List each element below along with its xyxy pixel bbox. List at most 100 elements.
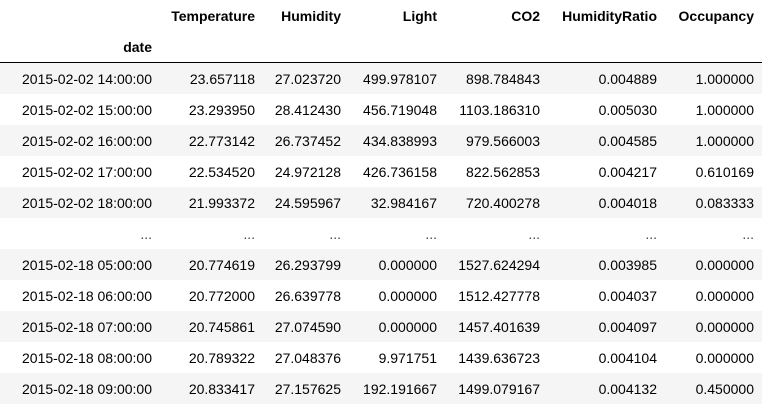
table-cell: 1499.079167 <box>445 373 548 404</box>
table-cell: 20.833417 <box>160 373 263 404</box>
table-cell: 0.004104 <box>548 342 665 373</box>
table-cell: 24.595967 <box>263 187 349 218</box>
table-cell: 0.004217 <box>548 156 665 187</box>
table-cell: 0.000000 <box>665 342 762 373</box>
table-cell: 0.004037 <box>548 280 665 311</box>
table-cell: 1.000000 <box>665 94 762 125</box>
table-cell: 456.719048 <box>349 94 445 125</box>
column-header: Humidity <box>281 7 341 24</box>
table-cell: 499.978107 <box>349 62 445 94</box>
table-cell: 0.083333 <box>665 187 762 218</box>
table-cell: 0.004132 <box>548 373 665 404</box>
column-header: Occupancy <box>678 7 754 24</box>
table-cell: 20.789322 <box>160 342 263 373</box>
table-cell: 23.657118 <box>160 62 263 94</box>
table-row: 2015-02-02 16:00:00 22.773142 26.737452 434… <box>0 125 762 156</box>
table-row: 2015-02-18 07:00:00 20.745861 27.074590 0.0… <box>0 311 762 342</box>
table-row: 2015-02-18 09:00:00 20.833417 27.157625 192… <box>0 373 762 404</box>
table-cell: 26.639778 <box>263 280 349 311</box>
table-cell: ... <box>548 218 665 249</box>
table-cell: 21.993372 <box>160 187 263 218</box>
table-cell: 0.610169 <box>665 156 762 187</box>
row-index: 2015-02-02 17:00:00 <box>0 156 160 187</box>
table-cell: 9.971751 <box>349 342 445 373</box>
header-corner <box>0 0 160 31</box>
column-header-row: Temperature Humidity Light CO2 HumidityR… <box>0 0 762 31</box>
row-index: 2015-02-02 16:00:00 <box>0 125 160 156</box>
table-cell: 27.074590 <box>263 311 349 342</box>
table-cell: 24.972128 <box>263 156 349 187</box>
table-cell: 32.984167 <box>349 187 445 218</box>
row-index: 2015-02-18 05:00:00 <box>0 249 160 280</box>
table-cell: ... <box>665 218 762 249</box>
table-cell: 898.784843 <box>445 62 548 94</box>
table-cell: 23.293950 <box>160 94 263 125</box>
row-index: 2015-02-18 07:00:00 <box>0 311 160 342</box>
table-cell: 426.736158 <box>349 156 445 187</box>
table-cell: 822.562853 <box>445 156 548 187</box>
table-cell: 0.000000 <box>665 249 762 280</box>
table-cell: 0.004585 <box>548 125 665 156</box>
row-index: 2015-02-18 06:00:00 <box>0 280 160 311</box>
table-cell: 0.000000 <box>665 280 762 311</box>
column-header: Temperature <box>171 7 255 24</box>
column-header: Light <box>402 7 437 24</box>
row-index: 2015-02-02 14:00:00 <box>0 62 160 94</box>
table-cell: 20.774619 <box>160 249 263 280</box>
table-cell: 1527.624294 <box>445 249 548 280</box>
column-header: CO2 <box>511 7 540 24</box>
table-cell: 27.023720 <box>263 62 349 94</box>
table-cell: 434.838993 <box>349 125 445 156</box>
table-cell: 1103.186310 <box>445 94 548 125</box>
table-cell: 1512.427778 <box>445 280 548 311</box>
table-cell: 22.773142 <box>160 125 263 156</box>
table-cell: ... <box>445 218 548 249</box>
table-cell: 0.004097 <box>548 311 665 342</box>
table-body: 2015-02-02 14:00:00 23.657118 27.023720 499… <box>0 62 762 404</box>
table-cell: 720.400278 <box>445 187 548 218</box>
table-cell: 1.000000 <box>665 62 762 94</box>
table-cell: 0.000000 <box>349 311 445 342</box>
table-cell: 26.737452 <box>263 125 349 156</box>
table-cell: 22.534520 <box>160 156 263 187</box>
table-row: 2015-02-02 17:00:00 22.534520 24.972128 426… <box>0 156 762 187</box>
table-row: 2015-02-18 08:00:00 20.789322 27.048376 9.9… <box>0 342 762 373</box>
table-cell: 1439.636723 <box>445 342 548 373</box>
table-row: 2015-02-18 06:00:00 20.772000 26.639778 0.0… <box>0 280 762 311</box>
table-cell: 0.000000 <box>349 280 445 311</box>
table-cell: ... <box>160 218 263 249</box>
column-header: HumidityRatio <box>562 7 657 24</box>
table-cell: 0.005030 <box>548 94 665 125</box>
table-row: 2015-02-18 05:00:00 20.774619 26.293799 0.0… <box>0 249 762 280</box>
table-cell: 27.157625 <box>263 373 349 404</box>
table-cell: 20.745861 <box>160 311 263 342</box>
table-cell: 192.191667 <box>349 373 445 404</box>
table-cell: ... <box>263 218 349 249</box>
table-cell: 0.000000 <box>665 311 762 342</box>
table-cell: 28.412430 <box>263 94 349 125</box>
table-cell: 0.003985 <box>548 249 665 280</box>
table-header: Temperature Humidity Light CO2 HumidityR… <box>0 0 762 63</box>
table-row: 2015-02-02 18:00:00 21.993372 24.595967 32.… <box>0 187 762 218</box>
table-cell: 0.004889 <box>548 62 665 94</box>
row-index: 2015-02-02 15:00:00 <box>0 94 160 125</box>
row-index: ... <box>0 218 160 249</box>
table-cell: 0.000000 <box>349 249 445 280</box>
index-name: date <box>123 38 152 55</box>
index-name-row: date <box>0 31 762 63</box>
table-cell: 1.000000 <box>665 125 762 156</box>
table-row: 2015-02-02 15:00:00 23.293950 28.412430 456… <box>0 94 762 125</box>
table-row: ..................... <box>0 218 762 249</box>
table-cell: 1457.401639 <box>445 311 548 342</box>
table-cell: 0.450000 <box>665 373 762 404</box>
row-index: 2015-02-18 09:00:00 <box>0 373 160 404</box>
table-cell: 20.772000 <box>160 280 263 311</box>
table-cell: 26.293799 <box>263 249 349 280</box>
table-cell: 27.048376 <box>263 342 349 373</box>
table-cell: 0.004018 <box>548 187 665 218</box>
row-index: 2015-02-02 18:00:00 <box>0 187 160 218</box>
row-index: 2015-02-18 08:00:00 <box>0 342 160 373</box>
table-row: 2015-02-02 14:00:00 23.657118 27.023720 499… <box>0 62 762 94</box>
